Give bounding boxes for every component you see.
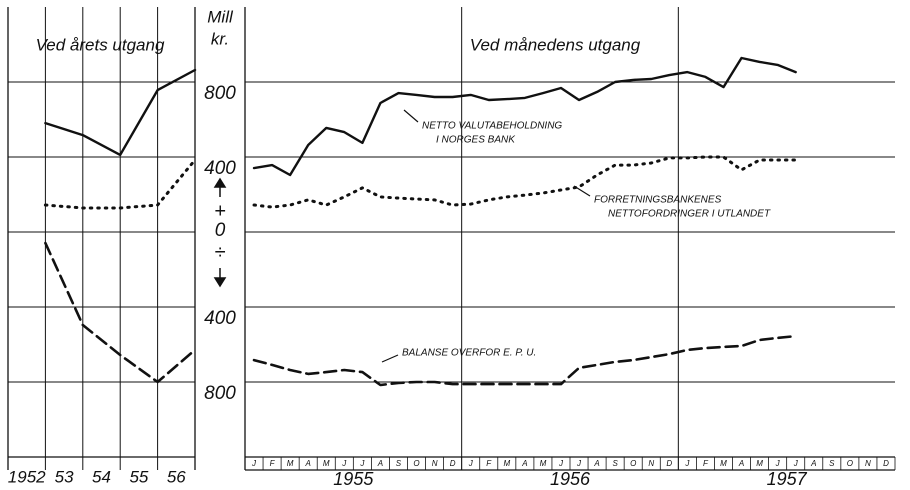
x-tick-label: 53 bbox=[55, 467, 74, 486]
y-tick-label: 400 bbox=[204, 308, 236, 329]
x-tick-label: 1952 bbox=[8, 467, 46, 486]
year-label: 1957 bbox=[767, 469, 808, 489]
x-tick-label: J bbox=[341, 459, 347, 468]
x-tick-label: A bbox=[810, 459, 816, 468]
x-tick-label: J bbox=[576, 459, 582, 468]
x-tick-label: M bbox=[540, 459, 547, 468]
sign-arrows bbox=[213, 177, 227, 288]
x-tick-label: M bbox=[756, 459, 763, 468]
series-annotation: NETTO VALUTABEHOLDNING bbox=[422, 121, 562, 132]
series-line bbox=[252, 334, 797, 387]
x-tick-label: J bbox=[558, 459, 564, 468]
year-label: 1956 bbox=[550, 469, 591, 489]
x-tick-label: M bbox=[720, 459, 727, 468]
x-tick-label: D bbox=[883, 459, 889, 468]
x-tick-label: 54 bbox=[92, 467, 111, 486]
x-tick-label: J bbox=[359, 459, 365, 468]
series-line bbox=[44, 241, 197, 384]
x-tick-label: N bbox=[865, 459, 871, 468]
x-tick-label: A bbox=[377, 459, 383, 468]
x-tick-label: F bbox=[270, 459, 276, 468]
series-line bbox=[252, 56, 797, 177]
annotation-arrow bbox=[381, 354, 399, 363]
x-tick-label: S bbox=[612, 459, 618, 468]
y-axis-label: Mill bbox=[207, 7, 234, 26]
series-annotation: I NORGES BANK bbox=[436, 135, 516, 146]
x-tick-label: J bbox=[251, 459, 257, 468]
y-axis-label: kr. bbox=[211, 29, 229, 48]
x-tick-label: N bbox=[648, 459, 654, 468]
x-tick-label: O bbox=[630, 459, 636, 468]
x-tick-label: J bbox=[793, 459, 799, 468]
series-line bbox=[44, 68, 197, 157]
x-tick-label: D bbox=[450, 459, 456, 468]
series-line bbox=[252, 155, 798, 209]
x-tick-label: N bbox=[432, 459, 438, 468]
x-tick-label: M bbox=[503, 459, 510, 468]
x-tick-label: S bbox=[829, 459, 835, 468]
x-tick-label: O bbox=[413, 459, 419, 468]
x-tick-label: F bbox=[486, 459, 492, 468]
series-annotation: NETTOFORDRINGER I UTLANDET bbox=[608, 209, 771, 220]
series-line bbox=[43, 158, 197, 210]
y-tick-label: 800 bbox=[204, 83, 236, 104]
x-tick-label: O bbox=[847, 459, 853, 468]
annotation-arrow bbox=[573, 185, 591, 197]
x-tick-label: M bbox=[287, 459, 294, 468]
panel-title: Ved månedens utgang bbox=[470, 35, 641, 54]
x-tick-label: S bbox=[396, 459, 402, 468]
series-annotation: FORRETNINGSBANKENES bbox=[594, 195, 722, 206]
x-tick-label: J bbox=[468, 459, 474, 468]
series-annotation: BALANSE OVERFOR E. P. U. bbox=[402, 348, 536, 359]
sign-label: + bbox=[214, 200, 226, 222]
x-tick-label: A bbox=[593, 459, 599, 468]
x-tick-label: 56 bbox=[167, 467, 186, 486]
y-tick-label: 0 bbox=[215, 220, 226, 241]
x-tick-label: 55 bbox=[129, 467, 148, 486]
x-tick-label: A bbox=[521, 459, 527, 468]
x-tick-label: M bbox=[323, 459, 330, 468]
x-tick-label: D bbox=[666, 459, 672, 468]
x-tick-label: F bbox=[703, 459, 709, 468]
x-tick-label: A bbox=[738, 459, 744, 468]
x-tick-label: A bbox=[305, 459, 311, 468]
year-label: 1955 bbox=[333, 469, 374, 489]
panel-title: Ved årets utgang bbox=[36, 35, 165, 54]
y-tick-label: 800 bbox=[204, 383, 236, 404]
sign-label: ÷ bbox=[215, 241, 226, 263]
annotation-arrow bbox=[403, 109, 419, 123]
y-tick-label: 400 bbox=[204, 158, 236, 179]
x-tick-label: J bbox=[775, 459, 781, 468]
x-tick-label: J bbox=[684, 459, 690, 468]
